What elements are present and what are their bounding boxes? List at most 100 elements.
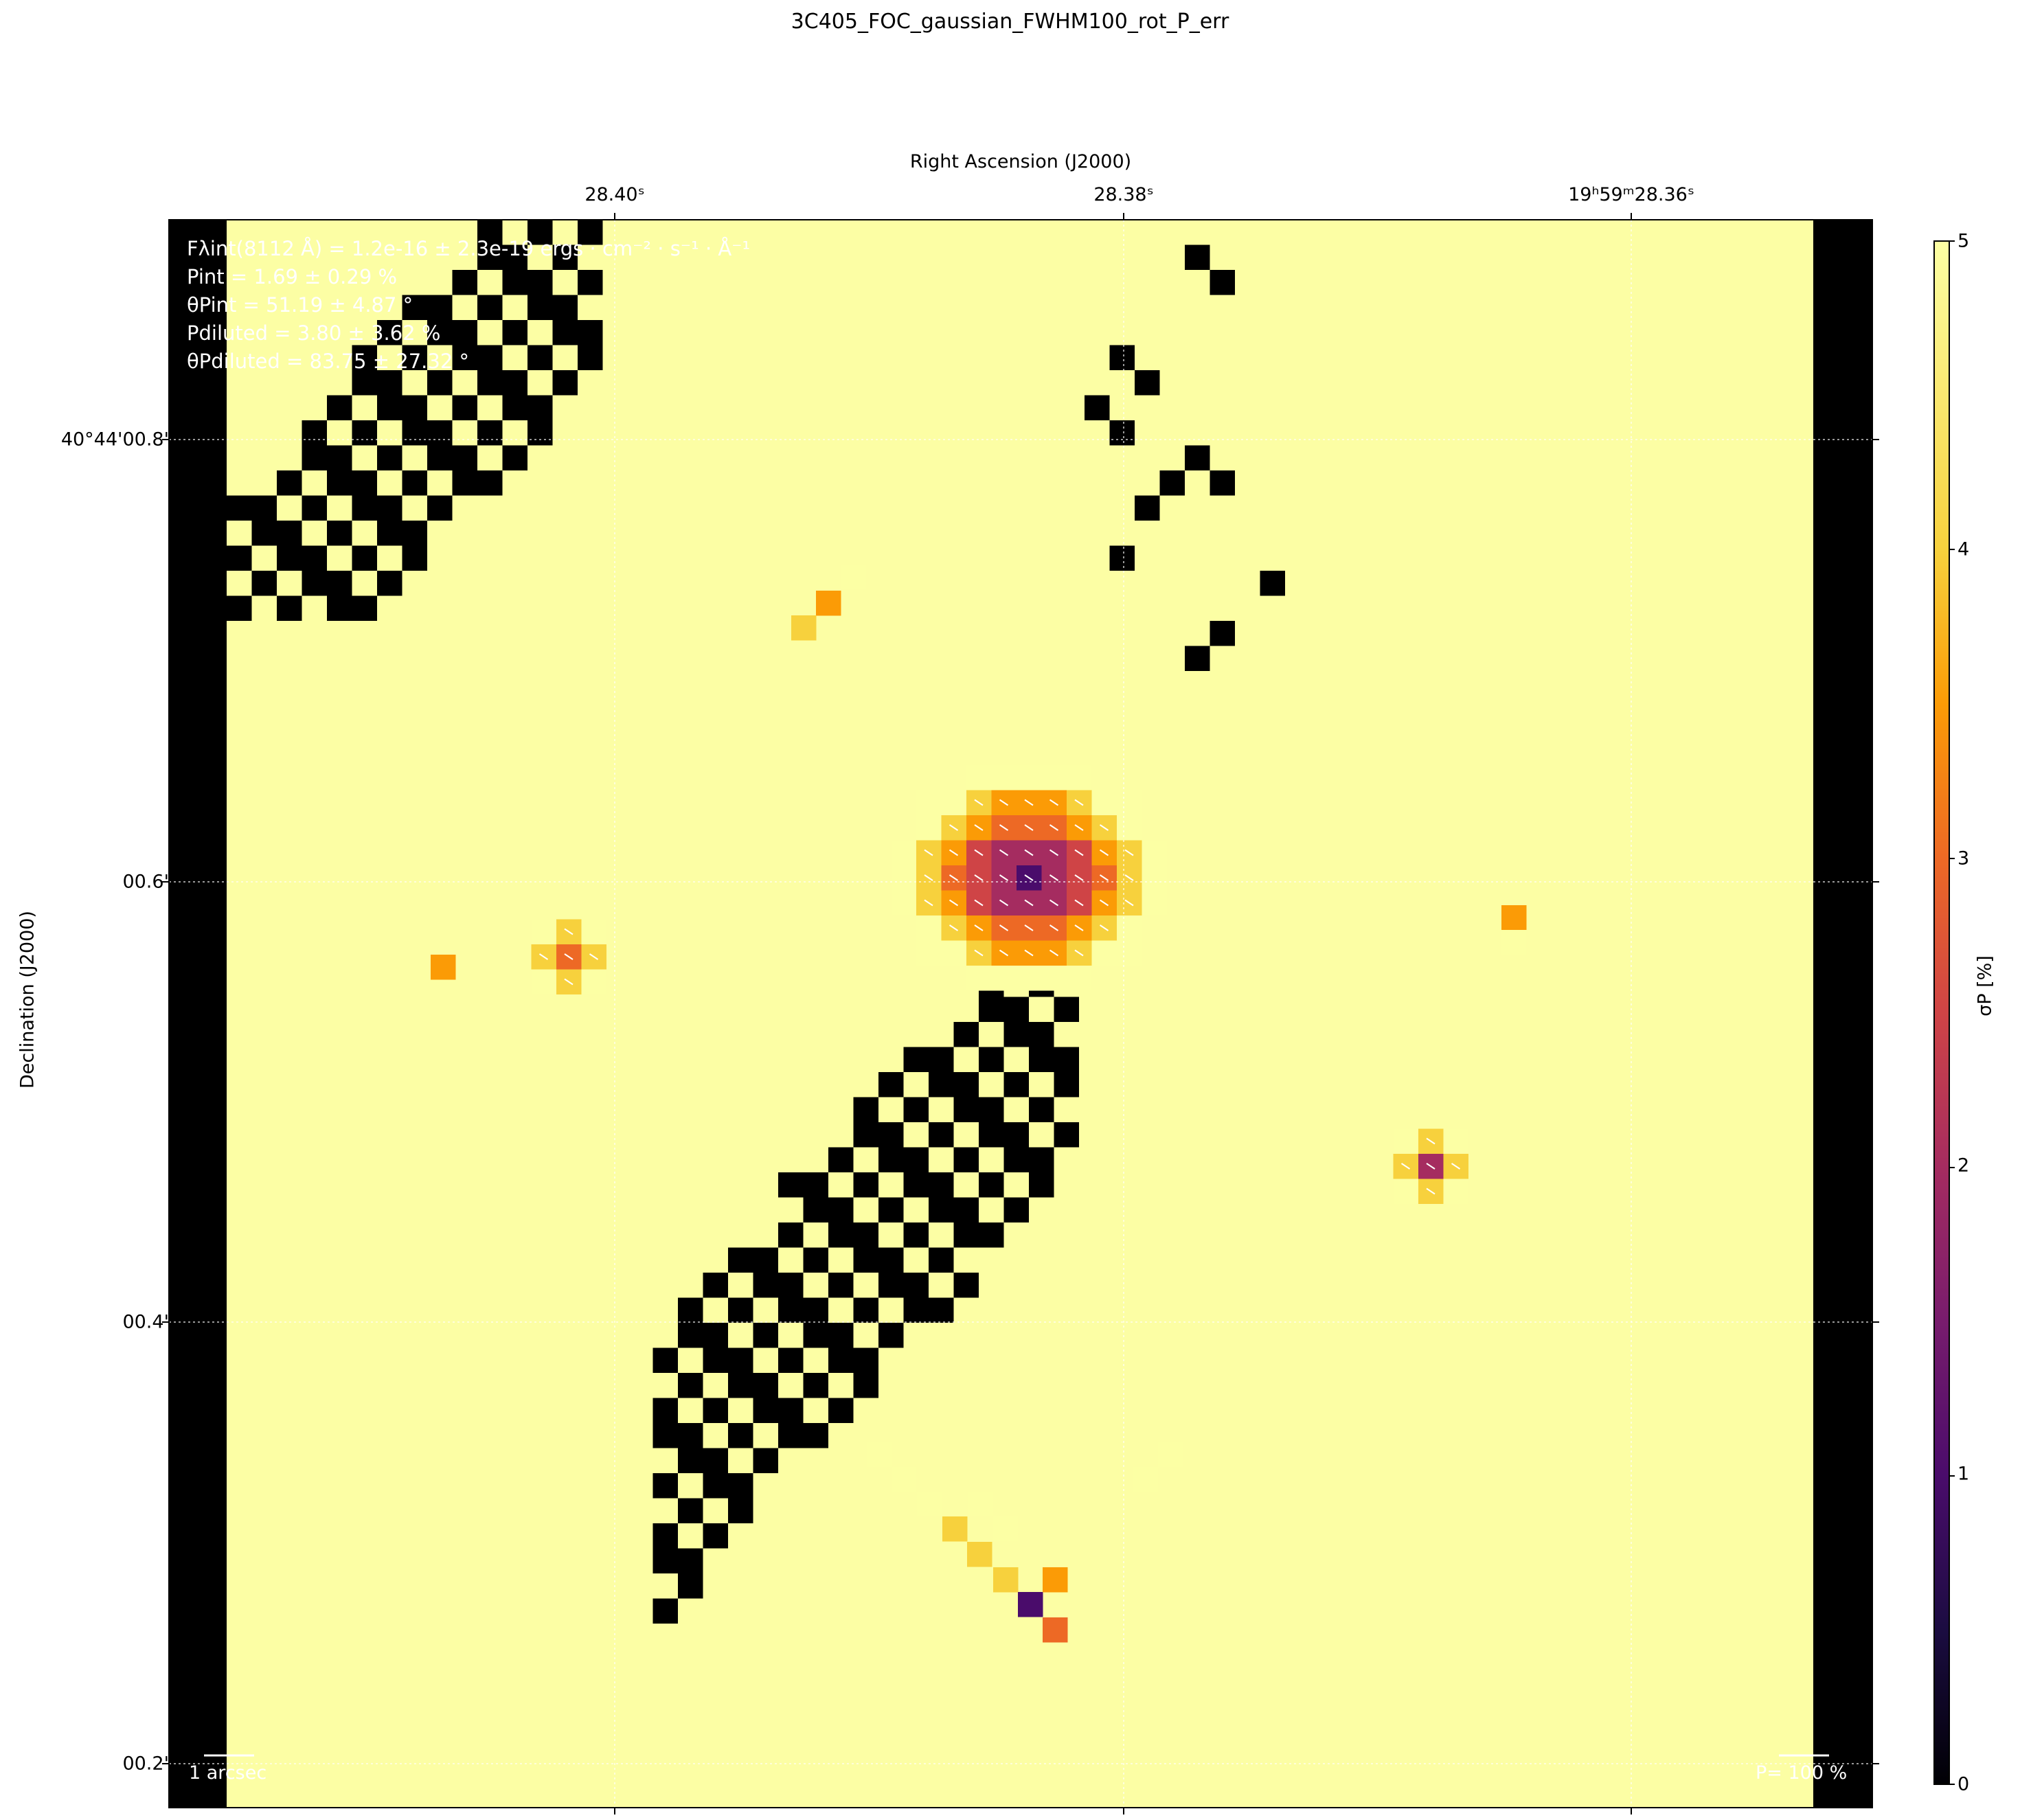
nucleus-pixel (1142, 840, 1167, 865)
polarization-vector (564, 928, 574, 935)
masked-pixel-upper (502, 395, 527, 420)
polarization-vector (564, 953, 574, 960)
masked-pixel-upper (402, 295, 427, 320)
filament-pixel (1043, 1617, 1068, 1643)
polarization-vector (1024, 874, 1034, 881)
masked-pixel-lower (678, 1323, 703, 1348)
polarization-vector (1049, 949, 1059, 957)
masked-pixel-upper (251, 571, 277, 596)
flux-annotation: Fλint(8112 Å) = 1.2e-16 ± 2.3e-19 ergs ·… (187, 237, 751, 260)
masked-pixel-upper (251, 521, 277, 546)
masked-pixel-upper (502, 270, 527, 295)
eastern-knot-pixel (1443, 1179, 1468, 1204)
masked-pixel-lower (903, 1222, 929, 1248)
masked-pixel-lower (979, 1047, 1004, 1072)
masked-pixel-upper (578, 220, 603, 245)
masked-pixel-upper (427, 370, 453, 396)
polarization-vector (1074, 849, 1084, 856)
filament-pixel (892, 1467, 917, 1492)
masked-right-edge (1813, 220, 1872, 1808)
polarization-vector (1451, 1163, 1461, 1170)
polarization-vector (949, 824, 959, 831)
masked-pixel-lower (678, 1448, 703, 1473)
nucleus-pixel (891, 890, 916, 915)
colorbar-tick-label: 2 (1957, 1154, 1970, 1176)
masked-pixel-lower (878, 1122, 904, 1148)
masked-pixel-upper (527, 295, 553, 320)
masked-pixel-lower (878, 1247, 904, 1273)
polarization-vector (1400, 1163, 1411, 1170)
masked-pixel (1135, 370, 1160, 396)
western-knot-pixel (581, 919, 606, 944)
masked-pixel-upper (327, 595, 352, 621)
masked-pixel-upper (377, 571, 402, 596)
masked-pixel (1109, 345, 1135, 370)
masked-pixel-lower (753, 1247, 778, 1273)
masked-pixel-lower (753, 1448, 778, 1473)
masked-pixel-lower (828, 1273, 854, 1298)
masked-pixel-lower (979, 997, 1004, 1022)
polarization-vector (1074, 899, 1084, 907)
polarization-vector (1049, 824, 1059, 831)
polarization-vector (1024, 824, 1034, 831)
polarization-vector (1049, 899, 1059, 907)
eastern-knot-pixel (1393, 1179, 1418, 1204)
masked-pixel-lower (803, 1323, 828, 1348)
masked-pixel-upper (327, 395, 352, 420)
polarization-vector (1099, 924, 1109, 931)
masked-pixel-upper (402, 521, 427, 546)
masked-pixel-lower (703, 1273, 728, 1298)
masked-pixel-upper (277, 521, 302, 546)
filament-pixel (867, 1442, 892, 1468)
plot-frame (168, 219, 1873, 1808)
nucleus-pixel (1142, 890, 1167, 915)
masked-pixel-upper (402, 545, 427, 571)
masked-pixel (1185, 646, 1210, 671)
masked-pixel-lower (678, 1573, 703, 1599)
masked-pixel-lower (953, 1022, 979, 1047)
masked-pixel-lower (853, 1172, 878, 1198)
masked-pixel-upper (352, 595, 377, 621)
masked-pixel-upper (477, 345, 503, 370)
colorbar-tick-label: 5 (1957, 230, 1970, 252)
masked-pixel-upper (477, 370, 503, 396)
masked-pixel-lower (1003, 1072, 1029, 1097)
polarization-annotations: Fλint(8112 Å) = 1.2e-16 ± 2.3e-19 ergs ·… (187, 235, 750, 376)
western-knot-pixel (531, 969, 556, 994)
masked-pixel-lower (652, 1523, 678, 1549)
theta-diluted-annotation: θPdiluted = 83.75 ± 27.32 ° (187, 350, 469, 373)
masked-pixel-lower (678, 1297, 703, 1323)
masked-pixel-upper (227, 595, 252, 621)
masked-pixel-lower (979, 1172, 1004, 1198)
eastern-knot-pixel (1393, 1128, 1418, 1154)
polarization-vector (1426, 1137, 1435, 1145)
masked-pixel-upper (502, 244, 527, 270)
masked-pixel (1085, 395, 1110, 420)
masked-pixel-lower (1029, 1047, 1054, 1072)
masked-pixel-lower (903, 1297, 929, 1323)
masked-pixel-lower (1029, 1022, 1054, 1047)
masked-pixel-upper (427, 295, 453, 320)
masked-pixel (1210, 470, 1235, 496)
masked-pixel-upper (502, 320, 527, 345)
masked-pixel-upper (377, 370, 402, 396)
masked-pixel-lower (853, 1222, 878, 1248)
chart-title: 3C405_FOC_gaussian_FWHM100_rot_P_err (791, 10, 1229, 34)
masked-pixel-lower (778, 1297, 804, 1323)
masked-pixel-lower (678, 1498, 703, 1523)
masked-pixel-upper (452, 470, 477, 496)
masked-pixel-lower (803, 1297, 828, 1323)
masked-pixel-lower (728, 1423, 753, 1448)
masked-pixel-lower (828, 1323, 854, 1348)
masked-pixel-lower (703, 1473, 728, 1499)
masked-pixel-lower (652, 1347, 678, 1373)
masked-pixel-lower (803, 1197, 828, 1222)
masked-pixel-lower (728, 1498, 753, 1523)
masked-pixel-upper (578, 345, 603, 370)
masked-pixel-upper (477, 470, 503, 496)
masked-pixel-lower (979, 1122, 1004, 1148)
polarization-vector (1049, 874, 1059, 881)
polarization-vector (1099, 824, 1109, 831)
masked-pixel-lower (753, 1373, 778, 1398)
colorbar-tick-label: 1 (1957, 1463, 1970, 1485)
